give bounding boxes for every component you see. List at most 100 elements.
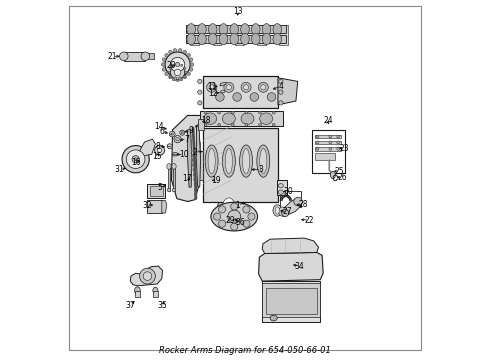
Ellipse shape <box>184 76 186 78</box>
Ellipse shape <box>243 220 250 227</box>
Polygon shape <box>196 126 200 187</box>
Text: 2: 2 <box>193 148 197 157</box>
Ellipse shape <box>175 62 180 67</box>
Bar <box>153 291 158 297</box>
Bar <box>149 186 163 196</box>
Ellipse shape <box>240 145 252 177</box>
Ellipse shape <box>170 67 172 69</box>
Ellipse shape <box>316 135 319 138</box>
Ellipse shape <box>183 50 187 54</box>
Bar <box>173 167 175 191</box>
Ellipse shape <box>279 207 286 216</box>
Ellipse shape <box>250 93 259 101</box>
Ellipse shape <box>337 135 340 138</box>
Bar <box>186 26 286 33</box>
Ellipse shape <box>260 149 267 174</box>
Ellipse shape <box>251 24 260 35</box>
Ellipse shape <box>172 78 174 81</box>
Ellipse shape <box>161 63 165 66</box>
Ellipse shape <box>167 188 171 192</box>
Ellipse shape <box>221 198 236 223</box>
Ellipse shape <box>162 58 166 62</box>
Ellipse shape <box>270 315 277 321</box>
Ellipse shape <box>273 205 282 216</box>
Ellipse shape <box>126 150 145 168</box>
Ellipse shape <box>185 71 187 73</box>
Polygon shape <box>139 139 155 157</box>
Bar <box>203 128 278 202</box>
Ellipse shape <box>165 54 169 57</box>
Ellipse shape <box>218 111 220 114</box>
Ellipse shape <box>231 111 234 114</box>
Ellipse shape <box>231 223 238 230</box>
Ellipse shape <box>316 147 319 150</box>
Ellipse shape <box>272 123 275 126</box>
Bar <box>235 25 244 45</box>
Ellipse shape <box>230 33 239 45</box>
Text: 7: 7 <box>184 135 189 144</box>
Ellipse shape <box>278 184 283 188</box>
Ellipse shape <box>204 123 207 126</box>
Ellipse shape <box>165 52 190 77</box>
Ellipse shape <box>165 72 169 76</box>
Ellipse shape <box>122 145 149 173</box>
Ellipse shape <box>337 147 340 150</box>
Bar <box>191 25 199 45</box>
Ellipse shape <box>216 93 224 101</box>
Ellipse shape <box>243 206 250 213</box>
Ellipse shape <box>279 79 283 84</box>
Ellipse shape <box>330 171 335 179</box>
Text: 28: 28 <box>298 200 308 209</box>
Ellipse shape <box>171 65 185 80</box>
Text: 25: 25 <box>334 167 344 176</box>
Ellipse shape <box>251 33 260 45</box>
Ellipse shape <box>187 72 190 76</box>
Ellipse shape <box>167 163 171 169</box>
Text: 23: 23 <box>340 144 349 153</box>
Polygon shape <box>130 266 163 286</box>
Ellipse shape <box>176 80 179 82</box>
Bar <box>197 119 204 130</box>
Ellipse shape <box>222 145 235 177</box>
Polygon shape <box>188 130 192 187</box>
Text: 27: 27 <box>283 207 292 216</box>
Bar <box>257 25 266 45</box>
Ellipse shape <box>170 131 175 137</box>
Text: 29: 29 <box>225 216 235 225</box>
Ellipse shape <box>207 82 217 92</box>
Ellipse shape <box>257 145 270 177</box>
Ellipse shape <box>261 85 266 90</box>
Ellipse shape <box>219 24 228 35</box>
Bar <box>315 147 341 150</box>
Ellipse shape <box>174 135 181 143</box>
Ellipse shape <box>267 93 276 101</box>
Text: 31: 31 <box>115 166 124 175</box>
Bar <box>315 140 341 144</box>
Ellipse shape <box>275 207 279 214</box>
Text: 13: 13 <box>233 7 243 16</box>
Ellipse shape <box>141 52 149 60</box>
Polygon shape <box>220 82 226 86</box>
Bar <box>147 201 162 213</box>
Ellipse shape <box>225 149 232 174</box>
Ellipse shape <box>218 123 220 126</box>
Ellipse shape <box>262 33 271 45</box>
Text: 1: 1 <box>236 201 240 210</box>
Ellipse shape <box>178 49 182 52</box>
Ellipse shape <box>220 90 225 93</box>
Ellipse shape <box>273 33 282 45</box>
Text: 9: 9 <box>188 126 193 135</box>
Ellipse shape <box>172 152 177 156</box>
Ellipse shape <box>205 145 218 177</box>
Ellipse shape <box>222 113 235 125</box>
Ellipse shape <box>231 203 238 210</box>
Ellipse shape <box>197 90 202 94</box>
Ellipse shape <box>241 113 254 125</box>
Text: 22: 22 <box>305 216 314 225</box>
Ellipse shape <box>219 206 226 213</box>
Ellipse shape <box>230 24 239 35</box>
Ellipse shape <box>259 123 262 126</box>
Ellipse shape <box>244 85 248 90</box>
Ellipse shape <box>189 68 193 71</box>
Text: 20: 20 <box>167 62 176 71</box>
